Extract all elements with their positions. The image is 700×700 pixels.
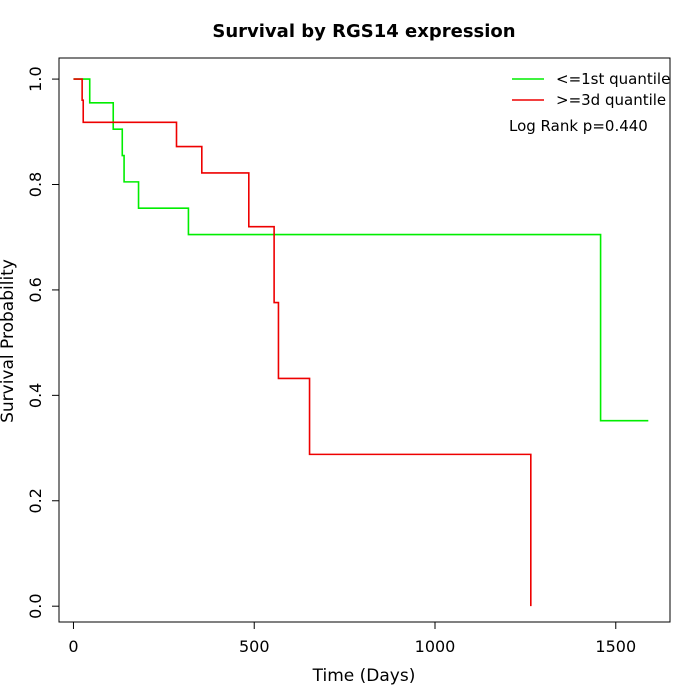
legend: <=1st quantile >=3d quantile: [512, 70, 670, 109]
y-axis-label: Survival Probability: [0, 259, 18, 423]
x-axis: 0 500 1000 1500: [68, 621, 636, 656]
y-tick-label: 0.8: [26, 172, 45, 197]
x-tick-label: 1000: [415, 637, 456, 656]
survival-curve-low-expression: [73, 78, 649, 422]
chart-title: Survival by RGS14 expression: [212, 21, 515, 42]
x-axis-label: Time (Days): [312, 666, 416, 686]
x-tick-label: 0: [68, 637, 78, 656]
x-tick-label: 1500: [595, 637, 636, 656]
y-tick-label: 0.0: [26, 593, 45, 618]
y-tick-label: 0.6: [26, 277, 45, 302]
plot-frame: [58, 57, 671, 623]
legend-label: <=1st quantile: [556, 70, 670, 88]
y-tick-label: 0.4: [26, 383, 45, 408]
survival-curve-high-expression: [73, 78, 532, 607]
legend-label: >=3d quantile: [556, 91, 666, 109]
series-layer: [73, 78, 649, 607]
y-tick-label: 1.0: [26, 66, 45, 91]
y-tick-label: 0.2: [26, 488, 45, 513]
y-axis: 0.0 0.2 0.4 0.6 0.8 1.0: [26, 66, 60, 619]
x-tick-label: 500: [239, 637, 270, 656]
log-rank-annotation: Log Rank p=0.440: [509, 117, 648, 135]
